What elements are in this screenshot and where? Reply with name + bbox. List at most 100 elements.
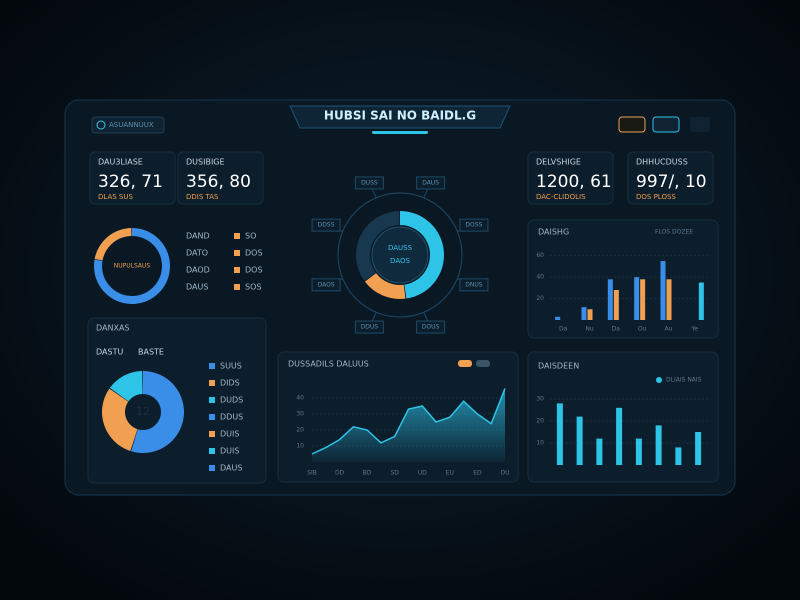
- panel-title: DAISDEEN: [538, 362, 579, 371]
- header-plate: [289, 105, 511, 129]
- legend-icon: [209, 431, 215, 437]
- legend-icon: [209, 363, 215, 369]
- callout: DDUS: [361, 324, 379, 331]
- bar: [634, 277, 640, 320]
- x-tick-label: DD: [335, 470, 345, 477]
- x-tick-label: BD: [363, 470, 372, 477]
- callout: DOSS: [465, 222, 482, 229]
- kpi-card: [177, 151, 264, 205]
- area-fill: [312, 388, 505, 462]
- legend-label: SUUS: [220, 362, 242, 371]
- callout-box: [354, 320, 384, 334]
- bar: [675, 447, 682, 465]
- bar-panel: [527, 219, 719, 339]
- legend-label: DATO: [186, 249, 208, 258]
- bar: [635, 438, 642, 465]
- bar: [607, 279, 613, 320]
- button[interactable]: [618, 116, 646, 133]
- kpi-sub: DAC-CLIDOLIS: [536, 193, 586, 201]
- kpi-value: 1200, 61: [536, 172, 612, 192]
- gauge-segment: [364, 273, 406, 299]
- kpi-sub: DLAS SUS: [98, 193, 133, 201]
- x-tick-label: Ye: [691, 326, 699, 333]
- legend-icon: [209, 448, 215, 454]
- y-tick-label: 20: [536, 295, 544, 302]
- callout: DNUS: [465, 281, 483, 288]
- gauge-segment: [356, 211, 400, 281]
- bar: [596, 438, 603, 465]
- kpi-label: DELVSHIGE: [536, 158, 581, 167]
- bar-panel: [527, 351, 719, 483]
- kpi-card: [627, 151, 714, 205]
- legend-icon: [209, 380, 215, 386]
- legend-value: DOS: [245, 249, 263, 258]
- panel-title: DUSSADILS DALUUS: [288, 360, 369, 369]
- callout-box: [416, 320, 446, 334]
- x-tick-label: Da: [559, 326, 568, 333]
- callout-box: [311, 278, 341, 292]
- x-tick-label: Da: [612, 326, 621, 333]
- button[interactable]: [690, 117, 710, 132]
- legend-icon: [209, 414, 215, 420]
- y-tick-label: 60: [536, 252, 544, 259]
- badge-text: ASUANNUUX: [109, 121, 154, 129]
- kpi-value: 356, 80: [186, 172, 251, 192]
- legend-label: FLOS DOZEE: [655, 229, 693, 236]
- callout-box: [311, 218, 341, 232]
- bar: [666, 279, 672, 320]
- pie-segment: [109, 371, 143, 402]
- legend-icon: [234, 284, 240, 290]
- button[interactable]: [652, 116, 680, 133]
- bar: [698, 282, 704, 320]
- y-tick-label: 10: [296, 443, 304, 450]
- legend-label: DLIAIS NAIS: [666, 377, 702, 384]
- kpi-label: DAU3LIASE: [98, 158, 143, 167]
- gauge-label: DAUSS: [388, 244, 413, 252]
- kpi-card: [527, 151, 614, 205]
- bar: [587, 309, 593, 320]
- bar: [576, 416, 583, 465]
- gauge-ring: [337, 192, 463, 318]
- legend-label: DAND: [186, 232, 210, 241]
- callout-box: [354, 176, 384, 190]
- kpi-value: 997/, 10: [636, 172, 707, 192]
- legend-icon: [234, 250, 240, 256]
- legend-value: DOS: [245, 266, 263, 275]
- x-tick-label: Ou: [638, 326, 647, 333]
- callout: DUSS: [361, 179, 378, 186]
- legend-label: DDUS: [220, 413, 243, 422]
- legend-value: SOS: [245, 283, 261, 292]
- bar: [655, 425, 662, 465]
- legend-label: DAOD: [186, 266, 210, 275]
- bar: [640, 279, 646, 320]
- bar: [555, 316, 561, 320]
- panel-title: DAISHG: [538, 228, 569, 237]
- legend-value: SO: [245, 232, 256, 241]
- gauge-label: DAOS: [390, 257, 410, 265]
- kpi-value: 326, 71: [98, 172, 163, 192]
- panel-title: DANXAS: [96, 324, 130, 333]
- legend-label: DIDS: [220, 379, 240, 388]
- x-tick-label: EU: [446, 470, 454, 477]
- badge: [91, 116, 165, 134]
- x-tick-label: DU: [500, 470, 509, 477]
- y-tick-label: 40: [296, 395, 304, 402]
- badge-icon: [96, 120, 106, 130]
- callout: DDSS: [318, 222, 335, 229]
- kpi-sub: DDIS TAS: [186, 193, 219, 201]
- y-tick-label: 20: [296, 427, 304, 434]
- legend-label: DUIS: [220, 430, 239, 439]
- y-tick-label: 30: [296, 411, 304, 418]
- legend-label: DUIS: [220, 447, 239, 456]
- legend-dot: [656, 377, 662, 383]
- legend-label: DAUS: [220, 464, 242, 473]
- bar: [660, 261, 666, 320]
- x-tick-label: Nu: [585, 326, 593, 333]
- legend-icon: [209, 397, 215, 403]
- title: HUBSI SAI NO BAIDL.G: [324, 109, 476, 123]
- y-tick-label: 20: [536, 418, 544, 425]
- bar: [556, 403, 563, 465]
- bar: [613, 290, 619, 320]
